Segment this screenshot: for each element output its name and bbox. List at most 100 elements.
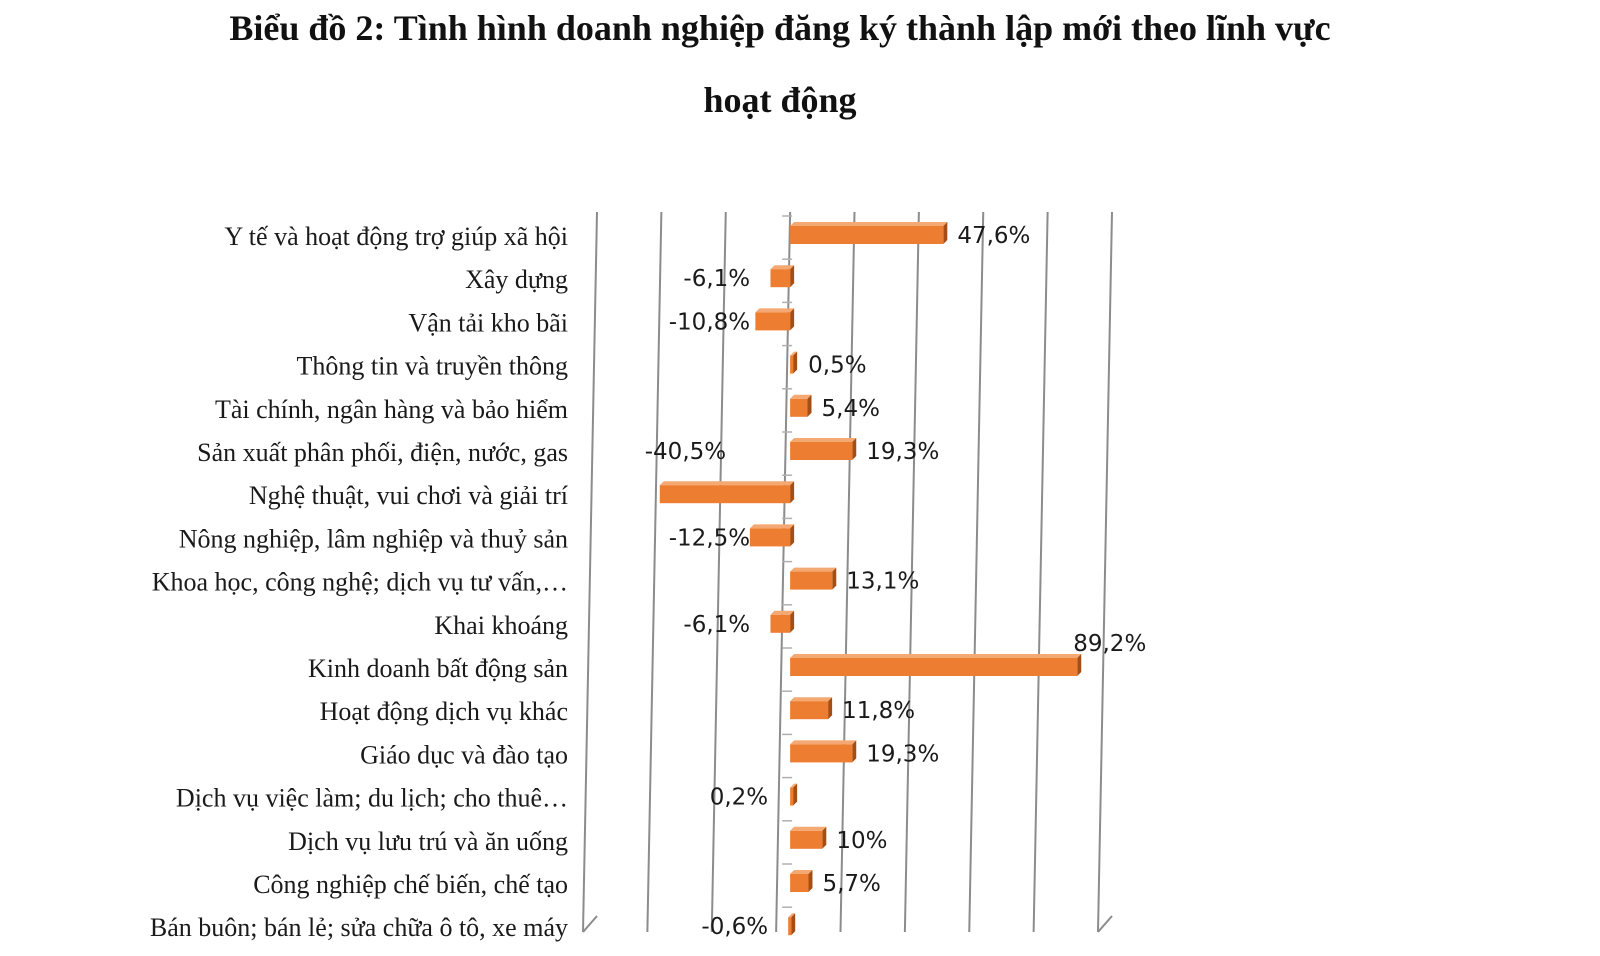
category-label: Dịch vụ việc làm; du lịch; cho thuê…: [176, 784, 568, 813]
category-label: Bán buôn; bán lẻ; sửa chữa ô tô, xe máy: [150, 913, 568, 942]
gridline: [710, 211, 727, 933]
bar-top-face: [659, 481, 795, 486]
bar-top-face: [790, 697, 833, 702]
data-label: -6,1%: [683, 612, 750, 638]
bar-top-face: [790, 826, 827, 831]
bar-front-face: [770, 614, 791, 633]
bar-front-face: [790, 571, 833, 590]
bar-top-face: [790, 438, 857, 442]
bar-side-face: [793, 351, 798, 374]
bar: [790, 826, 827, 849]
bar-side-face: [943, 222, 948, 244]
gridline: [903, 211, 920, 933]
bar-top-face: [790, 870, 813, 874]
bar-top-face: [790, 654, 1082, 658]
data-label: -40,5%: [645, 439, 726, 465]
data-label: 19,3%: [866, 741, 939, 767]
data-label: 10%: [836, 828, 887, 854]
gridline: [839, 211, 856, 933]
bar-front-face: [790, 226, 944, 244]
bar-front-face: [790, 658, 1078, 676]
axis-wall-edge: [1097, 915, 1113, 933]
bar-front-face: [790, 830, 823, 849]
bar: [790, 740, 857, 763]
data-label: 11,8%: [842, 698, 915, 724]
data-label: 5,4%: [822, 396, 880, 422]
data-label: 0,2%: [710, 785, 768, 811]
category-label: Công nghiệp chế biến, chế tạo: [253, 870, 568, 899]
bar-side-face: [822, 826, 827, 849]
bar-front-face: [790, 398, 808, 417]
bar-top-face: [790, 740, 857, 745]
category-label: Sản xuất phân phối, điện, nước, gas: [197, 438, 568, 467]
bar: [749, 524, 795, 547]
data-labels: 47,6% -6,1% -10,8% 0,5% 5,4% 19,3% -40,5% -12,5…: [645, 223, 1147, 940]
bar-front-face: [790, 874, 809, 892]
data-label: 0,5%: [808, 353, 866, 379]
bar-front-face: [790, 355, 794, 374]
bar-top-face: [790, 783, 798, 788]
bar-side-face: [852, 740, 857, 763]
category-label: Xây dựng: [465, 265, 568, 294]
bar-front-face: [790, 701, 829, 720]
gridlines: [582, 211, 1113, 933]
category-label: Nghệ thuật, vui chơi và giải trí: [249, 481, 568, 510]
bar-front-face: [790, 744, 853, 763]
bar-side-face: [790, 265, 795, 288]
bar: [790, 654, 1082, 676]
bar-side-face: [807, 394, 812, 417]
bar-front-face: [770, 269, 791, 288]
data-label: -10,8%: [669, 309, 750, 335]
data-label: 19,3%: [866, 439, 939, 465]
bar: [755, 308, 795, 331]
bar-top-face: [770, 610, 795, 615]
chart-title-line-2: hoạt động: [703, 80, 857, 120]
category-label: Y tế và hoạt động trợ giúp xã hội: [225, 222, 569, 251]
gridline: [1032, 211, 1049, 933]
bar: [659, 481, 795, 504]
bar-side-face: [790, 524, 795, 547]
category-labels: Y tế và hoạt động trợ giúp xã hội Xây dựn…: [150, 222, 568, 942]
category-label: Nông nghiệp, lâm nghiệp và thuỷ sản: [179, 524, 568, 553]
bar-side-face: [832, 567, 837, 590]
chart-title-line-1: Biểu đồ 2: Tình hình doanh nghiệp đăng k…: [229, 8, 1331, 48]
bar-side-face: [852, 438, 857, 460]
bar-top-face: [790, 222, 948, 226]
gridline: [1097, 211, 1113, 933]
bar-top-face: [790, 567, 837, 572]
gridline: [968, 211, 985, 933]
category-label: Dịch vụ lưu trú và ăn uống: [288, 827, 568, 856]
bar: [788, 913, 796, 936]
axis-wall-edge: [582, 915, 598, 933]
bar-top-face: [790, 351, 798, 356]
gridline: [582, 211, 598, 933]
bar-side-face: [791, 913, 796, 936]
bar-front-face: [659, 485, 791, 504]
bar: [770, 610, 795, 633]
bar-top-face: [755, 308, 795, 313]
bar-top-face: [749, 524, 795, 529]
bar-top-face: [790, 394, 812, 399]
bar-front-face: [755, 312, 791, 331]
category-label: Vận tải kho bãi: [408, 308, 568, 337]
data-label: -6,1%: [683, 266, 750, 292]
data-label: 13,1%: [846, 569, 919, 595]
bars: [659, 222, 1082, 936]
data-label: 89,2%: [1073, 631, 1146, 657]
gridline: [646, 211, 663, 933]
bar: [790, 438, 857, 460]
bar-top-face: [788, 913, 796, 918]
category-label: Giáo dục và đào tạo: [360, 740, 568, 769]
category-label: Khai khoáng: [434, 611, 568, 640]
bar-side-face: [790, 610, 795, 633]
bar-side-face: [1077, 654, 1082, 676]
bar: [790, 697, 833, 720]
data-label: 47,6%: [957, 223, 1030, 249]
bar-side-face: [828, 697, 833, 720]
bar-front-face: [790, 442, 853, 460]
bar-side-face: [790, 481, 795, 504]
bar: [790, 870, 813, 892]
bar-side-face: [793, 783, 798, 806]
bar-front-face: [790, 787, 794, 806]
bar: [770, 265, 795, 288]
